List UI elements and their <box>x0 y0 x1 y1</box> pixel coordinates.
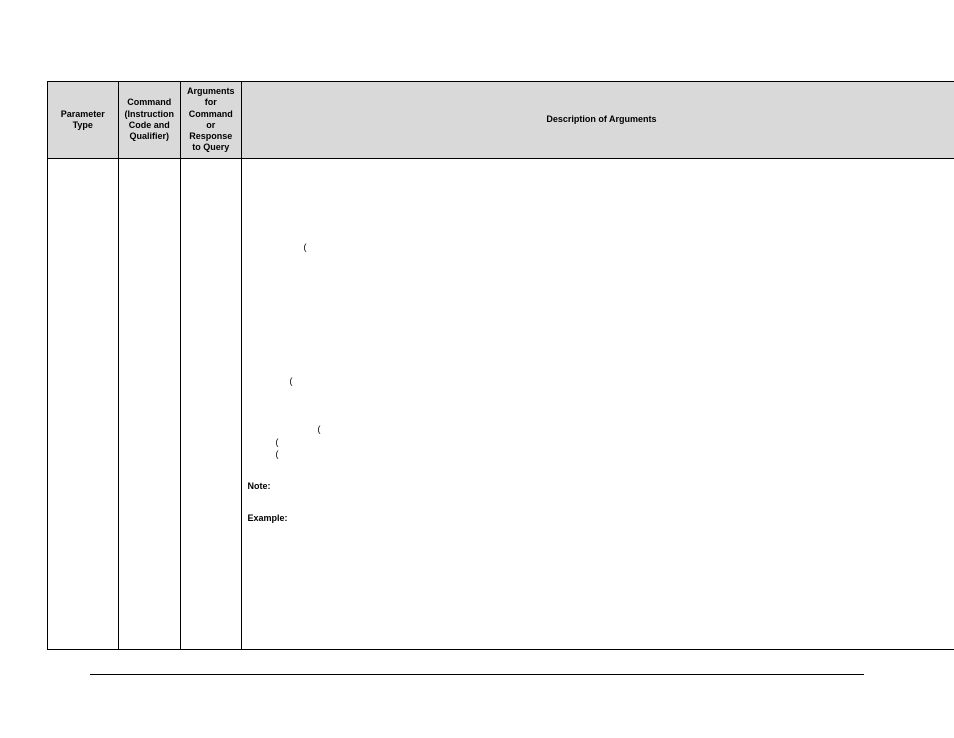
desc-line: (qq = the number of segments (2 hex digi… <box>248 436 954 448</box>
desc-line: 'personality' in non-volatile memory) <box>248 387 954 399</box>
cell-description: Command:s=0 to retrieve the stored modem… <box>241 158 954 649</box>
desc-line: s=3 to retrieve sizing information only <box>248 253 954 265</box>
desc-line: s=0 to retrieve the stored modem 'person… <box>248 181 954 193</box>
example-text: if the 'personality' contains 300 bytes,… <box>288 513 581 523</box>
desc-line: (when the last segment has been received… <box>248 375 954 387</box>
table-row: Store/Retrieve Configuration CST= s or s… <box>48 158 954 649</box>
desc-line: s=2xxh…h to send part of the stored 'per… <box>248 205 954 217</box>
desc-line: s=4xxh…h reserved <box>248 460 954 472</box>
example-line: Example: if the 'personality' contains 3… <box>248 512 954 524</box>
parameters-table: Parameter Type Command (Instruction Code… <box>47 81 954 650</box>
cell-arguments: s or sxxh…h <box>181 158 242 649</box>
example-detail-line: CST=200h…h sends the first segment (byte… <box>248 537 954 549</box>
footer-left: CDM-760 Advanced High-Speed Trunking Mod… <box>90 682 290 702</box>
desc-line: h…h = the data, which the user should st… <box>248 338 954 350</box>
example-detail-line: CST=202h…h sends the third segment (byte… <box>248 561 954 573</box>
desc-line: (4 hex digits) <box>248 423 954 435</box>
example-detail-line: CST?0 returns CST=000h…h (the first segm… <box>248 573 954 585</box>
desc-line: s only (s=0 to 4) <box>248 290 954 302</box>
page: Parameter Type Command (Instruction Code… <box>0 0 954 738</box>
col-arguments: Arguments for Command or Response to Que… <box>181 82 242 159</box>
desc-line: (rr = the segment size (2 hex digits) <box>248 448 954 460</box>
desc-line: s=0xxh…h to send part of the stored 'per… <box>248 314 954 326</box>
cell-parameter-type: Store/Retrieve Configuration <box>48 158 119 649</box>
col-parameter-type: Parameter Type <box>48 82 119 159</box>
desc-line: s=2xx confirms that the modem has receiv… <box>248 363 954 375</box>
desc-line: s=3ppppqqrr to send sizing information t… <box>248 399 954 411</box>
example-detail-line: CST=201h…h sends the second segment (byt… <box>248 549 954 561</box>
note-text: the 'personality' is the set of machine-… <box>248 481 947 503</box>
desc-line: (the data is encoded as hex ASCII pairs) <box>248 241 954 253</box>
desc-line: s=1 to store the modem's current 'person… <box>248 193 954 205</box>
note-label: Note: <box>248 481 271 491</box>
desc-line: s=1 confirms that the modem's current 'p… <box>248 351 954 363</box>
example-detail-line: CST?3 returns CST=3012C0380 (total size … <box>248 524 954 536</box>
table-header: Parameter Type Command (Instruction Code… <box>48 82 954 159</box>
example-label: Example: <box>248 513 288 523</box>
desc-line: Command: <box>248 169 954 181</box>
desc-line: xx = a 2-digit sequence number, from 00 … <box>248 217 954 229</box>
desc-line: pppp = the total number of bytes in the … <box>248 411 954 423</box>
footer-right: Revision 2 MN-CDM760 <box>811 682 864 702</box>
cell-command: CST= <box>118 158 180 649</box>
desc-line: h…h = the data, which will be 2 * (segme… <box>248 229 954 241</box>
desc-line: Response to query: <box>248 302 954 314</box>
col-description: Description of Arguments <box>241 82 954 159</box>
desc-line: Query: <box>248 278 954 290</box>
note-line: Note: the 'personality' is the set of ma… <box>248 480 954 504</box>
footer-rule <box>90 674 864 675</box>
desc-line: s=4xxh…h reserved <box>248 266 954 278</box>
col-command: Command (Instruction Code and Qualifier) <box>118 82 180 159</box>
desc-line: xx = a 2-digit sequence number, from 00 … <box>248 326 954 338</box>
